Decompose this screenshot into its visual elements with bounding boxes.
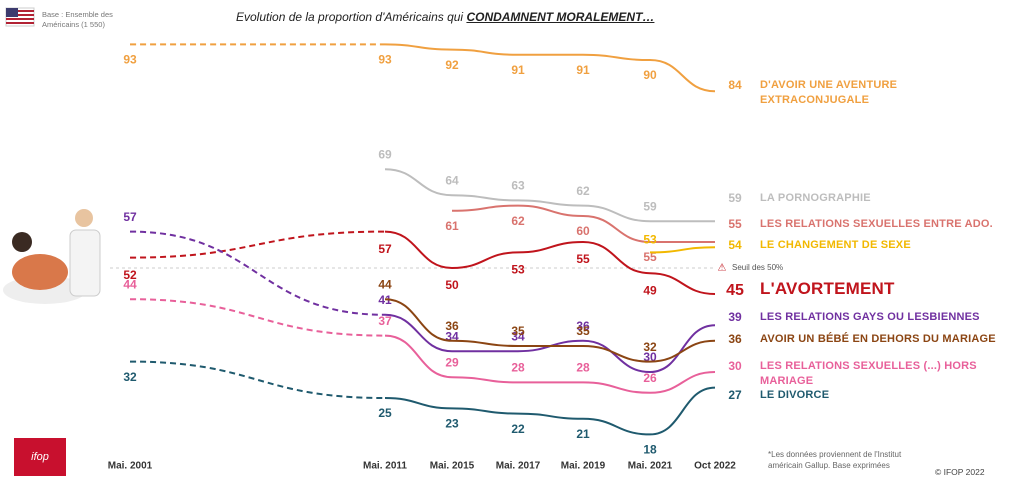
value-label: 28 [576, 361, 590, 375]
value-label: 35 [576, 324, 590, 338]
flag-canton [6, 8, 18, 17]
threshold-icon: ⚠ [718, 263, 727, 274]
value-label: 54 [728, 238, 742, 252]
value-label: 32 [643, 340, 657, 354]
legend-entry: LES RELATIONS SEXUELLES ENTRE ADO. [760, 218, 993, 230]
value-label: 63 [511, 179, 525, 193]
value-label: 36 [576, 319, 590, 333]
title-emphasis: CONDAMNENT MORALEMENT… [466, 10, 655, 24]
value-label: 92 [445, 58, 459, 72]
value-label: 27 [728, 388, 742, 402]
value-label: 26 [643, 371, 657, 385]
illustration-shape [75, 209, 93, 227]
value-label: 36 [728, 332, 742, 346]
legend-entry: D'AVOIR UNE AVENTURE EXTRACONJUGALE [760, 79, 898, 106]
value-label: 22 [511, 422, 525, 436]
value-label: 37 [378, 314, 392, 328]
value-label: 93 [123, 53, 137, 67]
value-label: 55 [576, 252, 590, 266]
value-label: 28 [511, 361, 525, 375]
value-label: 21 [576, 427, 590, 441]
value-label: 90 [643, 68, 657, 82]
x-tick-label: Oct 2022 [694, 461, 736, 472]
illustration-shape [69, 229, 101, 297]
trend-connector [129, 360, 386, 399]
legend-entry: LE CHANGEMENT DE SEXE [760, 239, 911, 251]
value-label: 45 [726, 282, 744, 299]
series-line [384, 298, 716, 363]
value-label: 49 [643, 283, 657, 297]
illustration-shape [12, 254, 68, 290]
x-tick-label: Mai. 2015 [430, 461, 475, 472]
illustration-shape [12, 232, 32, 252]
series-line [384, 230, 716, 295]
value-label: 23 [445, 417, 459, 431]
value-label: 34 [511, 329, 525, 343]
value-label: 18 [643, 443, 657, 457]
series-line [384, 43, 716, 93]
value-label: 25 [378, 406, 392, 420]
footnote: *Les données proviennent de l'Institut a… [768, 450, 902, 470]
value-label: 44 [378, 277, 392, 291]
value-label: 39 [728, 310, 742, 324]
value-label: 62 [511, 214, 525, 228]
value-label: 52 [123, 268, 137, 282]
base-note: Base : Ensemble des Américains (1 550) [42, 10, 113, 29]
threshold-label: Seuil des 50% [732, 263, 783, 272]
value-label: 59 [643, 199, 657, 213]
value-label: 36 [445, 319, 459, 333]
value-label: 64 [445, 173, 459, 187]
value-label: 61 [445, 219, 459, 233]
series-line [384, 313, 716, 374]
x-tick-label: Mai. 2011 [363, 461, 407, 472]
value-label: 44 [123, 277, 137, 291]
value-label: 50 [445, 278, 459, 292]
series-line [384, 386, 716, 436]
legend-entry: L'AVORTEMENT [760, 279, 895, 298]
legend-entry: LA PORNOGRAPHIE [760, 192, 871, 204]
value-label: 53 [511, 263, 525, 277]
value-label: 53 [643, 233, 657, 247]
legend-entry: AVOIR UN BÉBÉ EN DEHORS DU MARIAGE [760, 333, 996, 345]
legend-entry: LES RELATIONS GAYS OU LESBIENNES [760, 311, 980, 323]
value-label: 57 [123, 210, 137, 224]
value-label: 29 [445, 355, 459, 369]
value-label: 91 [511, 63, 525, 77]
legend-entry: LES RELATIONS SEXUELLES (...) HORS MARIA… [760, 360, 977, 387]
trend-connector [129, 298, 386, 337]
series-line [384, 334, 716, 394]
series-line [649, 246, 716, 254]
x-tick-label: Mai. 2021 [628, 461, 673, 472]
value-label: 59 [728, 191, 742, 205]
trend-connector [129, 230, 386, 316]
value-label: 91 [576, 63, 590, 77]
x-tick-label: Mai. 2001 [108, 461, 153, 472]
logo: ifop [14, 438, 66, 476]
series-line [384, 168, 715, 223]
title-text: Evolution de la proportion d'Américains … [236, 10, 464, 24]
trend-connector [129, 230, 386, 259]
x-tick-label: Mai. 2019 [561, 461, 606, 472]
value-label: 32 [123, 370, 137, 384]
x-tick-label: Mai. 2017 [496, 461, 541, 472]
value-label: 60 [576, 224, 590, 238]
value-label: 57 [378, 242, 392, 256]
value-label: 69 [378, 147, 392, 161]
value-label: 93 [378, 53, 392, 67]
chart-title: Evolution de la proportion d'Américains … [236, 10, 654, 24]
copyright: © IFOP 2022 [935, 467, 985, 477]
legend-entry: LE DIVORCE [760, 389, 830, 401]
illustration [3, 209, 101, 304]
value-label: 84 [728, 78, 742, 92]
value-label: 30 [728, 359, 742, 373]
series-line [451, 204, 715, 244]
value-label: 35 [511, 324, 525, 338]
value-label: 62 [576, 184, 590, 198]
value-label: 55 [728, 217, 742, 231]
value-label: 55 [643, 250, 657, 264]
